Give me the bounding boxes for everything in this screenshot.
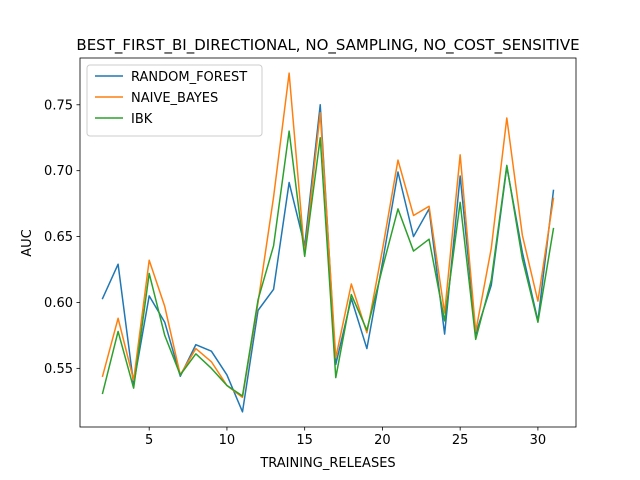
- x-tick-label-15: 15: [296, 433, 313, 448]
- legend: RANDOM_FOREST NAIVE_BAYES IBK: [86, 64, 263, 137]
- series-line-ibk: [101, 130, 555, 397]
- y-tick-label-2: 0.65: [44, 230, 73, 245]
- legend-label-random-forest: RANDOM_FOREST: [131, 70, 247, 85]
- y-tick-label-3: 0.70: [44, 164, 73, 179]
- chart-title: BEST_FIRST_BI_DIRECTIONAL, NO_SAMPLING, …: [76, 36, 579, 55]
- y-tick-label-4: 0.75: [44, 98, 73, 113]
- y-tick-label-1: 0.60: [44, 296, 73, 311]
- x-tick-label-30: 30: [530, 433, 547, 448]
- series-line-naive-bayes: [101, 72, 555, 399]
- x-tick-label-5: 5: [145, 433, 153, 448]
- y-axis-title: AUC: [20, 229, 35, 257]
- legend-label-ibk: IBK: [131, 112, 153, 127]
- plot-area: 5 10 15 20 25 30 0.55 0.60 0.65 0.70 0.75 RANDOM_FO…: [44, 57, 577, 448]
- legend-label-naive-bayes: NAIVE_BAYES: [131, 91, 218, 106]
- axes-frame: [79, 57, 577, 428]
- x-tick-label-25: 25: [452, 433, 469, 448]
- x-axis-title: TRAINING_RELEASES: [259, 456, 395, 471]
- x-tick-label-10: 10: [219, 433, 236, 448]
- legend-box: [86, 64, 263, 137]
- x-tick-label-20: 20: [374, 433, 391, 448]
- y-tick-label-0: 0.55: [44, 362, 73, 377]
